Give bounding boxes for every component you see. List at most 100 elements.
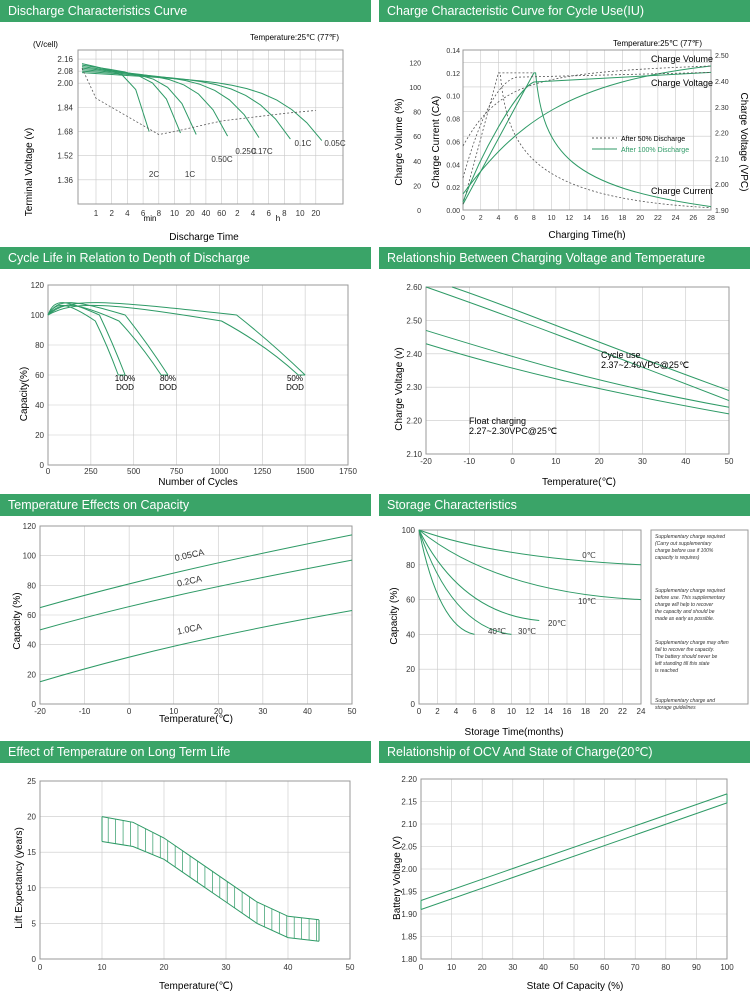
tick-label: 0 [40,461,45,470]
tick-label: 1.80 [401,955,417,964]
plot-frame [77,49,344,205]
tick-label: 40 [406,630,415,639]
tick-label: 4 [125,209,130,218]
label-charge-current: Charge Current [651,186,714,196]
tick-label: 0 [417,208,421,215]
tick-label: 50 [348,707,357,716]
tick-label: 80 [413,110,421,117]
panel-title: Effect of Temperature on Long Term Life [0,741,371,763]
curve-float-lower [425,343,730,415]
y-axis-label: Capacity (%) [389,587,400,644]
tick-label: 60 [600,963,609,972]
tick-label: 4 [496,215,500,222]
tick-label: 50 [570,963,579,972]
tick-label: 2.30 [406,383,422,392]
tick-label: 1 [94,209,99,218]
tick-label: 120 [409,60,421,67]
y-axis-label: Battery Voltage (V) [392,836,403,920]
tick-label: 500 [127,467,141,476]
note-line: made as early as possible. [655,616,714,622]
tick-label: 6 [514,215,518,222]
tick-label: 80 [35,341,44,350]
capacity-curve-0.2CA [39,559,353,631]
storage-curve-0℃ [418,529,642,566]
tick-label: 2.10 [715,156,729,163]
tick-label: 40 [539,963,548,972]
tick-label: 22 [618,707,627,716]
temp-capacity-panel: Temperature Effects on Capacity -20 -10 0 1… [0,494,371,740]
tick-label: 50 [725,457,734,466]
cycle-curve-2 [47,302,306,376]
tick-label: 1.85 [401,933,417,942]
y-unit: (V/cell) [33,40,58,49]
tick-label: 50 [346,963,355,972]
plot-frame [425,286,730,455]
tick-label: 2.10 [401,820,417,829]
tick-label: 2.40 [406,350,422,359]
plot-frame [47,284,349,466]
panel-title: Charge Characteristic Curve for Cycle Us… [379,0,750,22]
storage-curve-20℃ [418,529,540,621]
cycle-curve-inner-0 [47,305,119,376]
plot-frame [420,778,728,960]
tick-label: 90 [692,963,701,972]
tick-label: 20 [478,963,487,972]
y-axis-label-current: Charge Current (CA) [431,96,442,188]
tick-label: 20 [636,215,644,222]
tick-label: 40 [681,457,690,466]
note-line: Supplementary charge required [655,534,725,540]
tick-label: 2.20 [715,131,729,138]
tick-label: 10 [507,707,516,716]
temp-life-panel: Effect of Temperature on Long Term Life … [0,741,371,991]
label-100dod-1: 100% [115,374,135,383]
tick-label: 20 [160,963,169,972]
tick-label: 26 [689,215,697,222]
tick-label: 1.68 [57,128,73,137]
voltage-curve-50 [462,72,712,179]
tick-label: 0 [411,700,416,709]
tick-label: 22 [654,215,662,222]
annotation: Temperature:25℃ (77℉) [613,39,702,48]
tick-label: 100 [402,526,416,535]
note-line: (Carry out supplementary [655,541,712,547]
label-50dod-1: 50% [287,374,303,383]
x-axis-label: Charging Time(h) [548,230,625,241]
note-line: The battery should never be [655,654,717,660]
tick-label: 40 [35,401,44,410]
tick-label: 10 [98,963,107,972]
notes-box [650,529,749,705]
tick-label: 2.20 [406,417,422,426]
tick-label: 14 [544,707,553,716]
tick-label: 8 [532,215,536,222]
annotation: Temperature:25℃ (77℉) [250,33,339,42]
storage-curve-30℃ [418,529,512,635]
tick-label: 60 [413,134,421,141]
tick-label: 1500 [296,467,314,476]
note-line: storage guidelines [655,705,696,711]
tick-label: 2 [479,215,483,222]
tick-label: 100 [409,85,421,92]
ocv-lower [420,802,728,910]
tick-label: 14 [583,215,591,222]
tick-label: 80 [27,581,36,590]
x-unit-h: h [276,214,280,223]
curve-label-0.25C: 0.25C [235,147,257,156]
plot-frame [39,525,353,705]
tick-label: 5 [32,919,37,928]
current-curve-100 [462,72,712,208]
note-line: Supplementary charge may often [655,640,729,646]
tick-label: 1.90 [715,208,729,215]
tick-label: 18 [619,215,627,222]
y-axis-label-voltage: Charge Voltage (VPC) [738,93,749,192]
current-curve-50 [462,72,712,209]
tick-label: 2 [435,707,440,716]
tick-label: 2 [235,209,240,218]
label-50dod-2: DOD [286,383,304,392]
tick-label: 1.95 [401,888,417,897]
cycle-life-chart: 0 250 500 750 1000 1250 1500 1750 0 20 40 60 80 100 12… [19,281,357,488]
y-axis-label: Terminal Voltage (v) [24,128,35,216]
discharge-chart: 1.36 1.52 1.68 1.84 2.00 2.08 2.16 1 2 4 6 8 10 20 40 6… [24,33,346,243]
curve-label-30℃: 30℃ [518,627,536,636]
tick-label: 0 [419,963,424,972]
cutoff-voltage-line [81,67,316,135]
